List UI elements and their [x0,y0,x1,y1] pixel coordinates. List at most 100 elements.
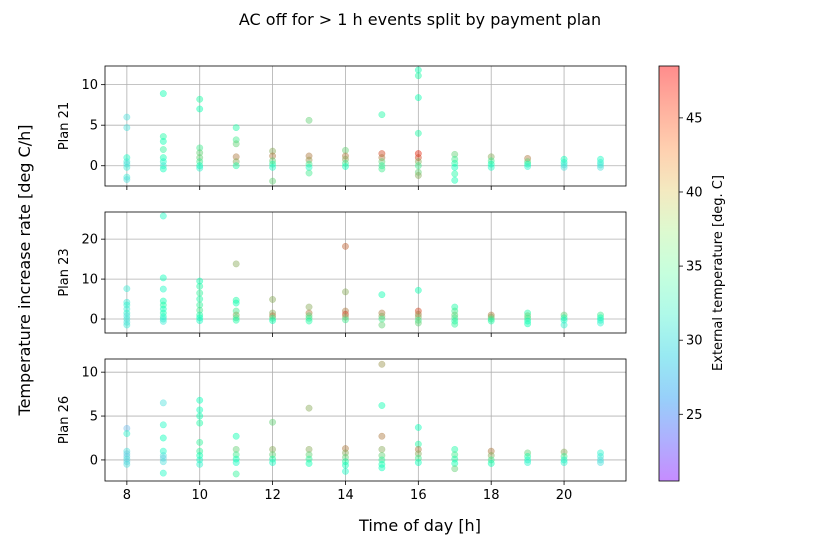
y-axis-label: Temperature increase rate [deg C/h] [15,125,34,417]
data-point [305,169,313,177]
data-point [123,424,131,432]
data-point [232,153,240,161]
data-point [597,316,604,324]
data-point [159,313,167,321]
data-point [414,450,422,458]
data-point [159,90,167,98]
data-point [159,309,167,317]
colorbar-gradient [659,66,679,481]
data-point [342,307,349,315]
data-point [232,136,240,144]
data-point [123,158,131,166]
data-point [123,430,131,438]
data-point [196,301,204,309]
panel-2: 0 10 20 Plan 23 [57,211,627,337]
data-point [524,163,532,170]
data-point [232,455,240,463]
data-point [451,303,459,311]
y-tick-label: 10 [81,273,98,288]
data-point [487,313,495,321]
data-point [414,158,422,166]
data-point [342,453,349,461]
data-point [414,154,422,162]
data-point [378,432,386,440]
data-point [159,434,167,442]
data-point [123,455,131,463]
data-point [597,155,604,163]
data-point [123,447,131,455]
x-tick-label: 14 [337,488,354,503]
data-point [196,162,204,170]
data-point [196,456,204,464]
data-point [305,451,313,459]
data-point [123,154,131,162]
data-point [159,137,167,145]
data-point [524,309,532,317]
data-point [342,458,349,466]
data-point [159,421,167,429]
data-point [487,157,495,165]
data-point [524,320,532,328]
data-point [232,124,240,132]
data-point [159,274,167,282]
data-point [159,212,167,220]
data-point [378,464,386,472]
data-point [269,317,277,325]
data-point [269,296,277,303]
data-point [560,161,568,169]
data-point [451,320,459,328]
data-point [414,172,422,179]
data-point [451,459,459,467]
data-point [597,159,604,166]
data-point [487,163,495,171]
data-point [451,155,459,163]
data-point [196,149,204,157]
data-point [123,176,131,183]
data-point [196,277,204,285]
data-point [123,173,131,181]
data-point [487,160,495,168]
data-point [378,402,386,409]
panel-1: 0 5 10 Plan 21 [57,65,627,190]
data-point [196,460,204,468]
data-point [342,159,349,167]
data-point [342,242,349,250]
data-point [414,94,422,102]
data-point [342,146,349,154]
data-point [414,307,422,315]
data-point [342,152,349,160]
data-point [378,312,386,320]
data-point [305,309,313,317]
panels: 0 5 10 Plan 21 0 10 20 Plan 23 8 10 12 14 16 18 20 0 5 10… [57,65,627,503]
data-point [524,459,532,467]
colorbar-frame [658,65,680,482]
data-point [524,452,532,460]
data-point [524,158,532,166]
data-point [305,156,313,164]
data-point [159,469,167,477]
data-point [342,449,349,457]
data-point [524,312,532,320]
data-point [378,452,386,459]
data-point [232,451,240,459]
data-point [451,170,459,178]
colorbar-ticks: 25 30 35 40 45 [679,111,703,423]
data-point [159,305,167,313]
data-point [196,452,204,459]
data-point [196,317,204,325]
data-point [524,317,532,325]
y-tick-label: 0 [90,159,98,174]
data-point [487,153,495,161]
data-point [342,313,349,321]
data-point [378,154,386,162]
y-tick-label: 0 [90,313,98,328]
data-point [560,456,568,464]
data-point [196,412,204,420]
data-point [196,164,204,172]
colorbar-tick-label: 30 [686,334,703,349]
data-point [378,291,386,299]
data-point [378,315,386,323]
data-point [269,312,277,320]
axes-frame [104,65,627,187]
data-point [123,163,131,171]
